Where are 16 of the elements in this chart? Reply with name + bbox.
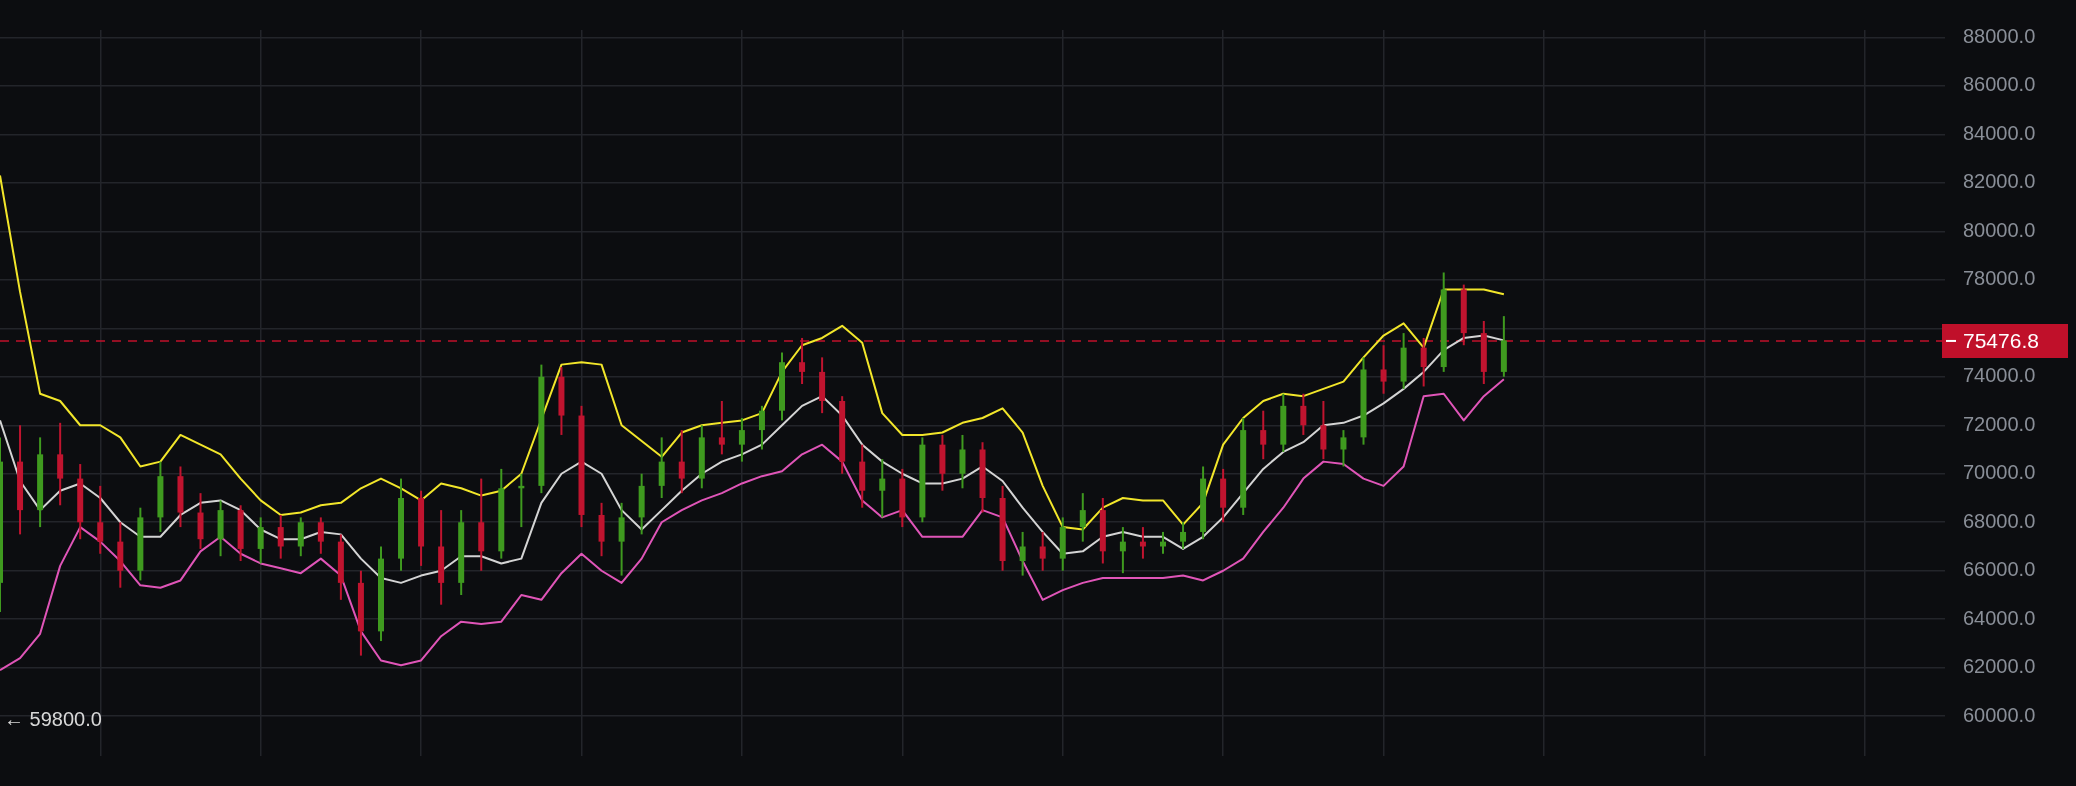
y-tick-label: 70000.0 xyxy=(1963,461,2036,484)
ref-line-label: 75476.8 xyxy=(1963,328,2039,352)
y-tick-label: 80000.0 xyxy=(1963,218,2036,241)
y-tick-label: 82000.0 xyxy=(1963,170,2036,193)
annotation: ← 59800.0 xyxy=(4,707,102,730)
y-tick-label: 68000.0 xyxy=(1963,509,2036,532)
y-tick-label: 84000.0 xyxy=(1963,121,2036,144)
y-tick-label: 74000.0 xyxy=(1963,364,2036,387)
y-tick-label: 64000.0 xyxy=(1963,606,2036,629)
y-tick-label: 60000.0 xyxy=(1963,703,2036,726)
y-tick-label: 86000.0 xyxy=(1963,73,2036,96)
y-tick-label: 66000.0 xyxy=(1963,558,2036,581)
y-tick-label: 78000.0 xyxy=(1963,267,2036,290)
y-tick-label: 72000.0 xyxy=(1963,412,2036,435)
y-tick-label: 88000.0 xyxy=(1963,24,2036,47)
y-tick-label: 62000.0 xyxy=(1963,655,2036,678)
